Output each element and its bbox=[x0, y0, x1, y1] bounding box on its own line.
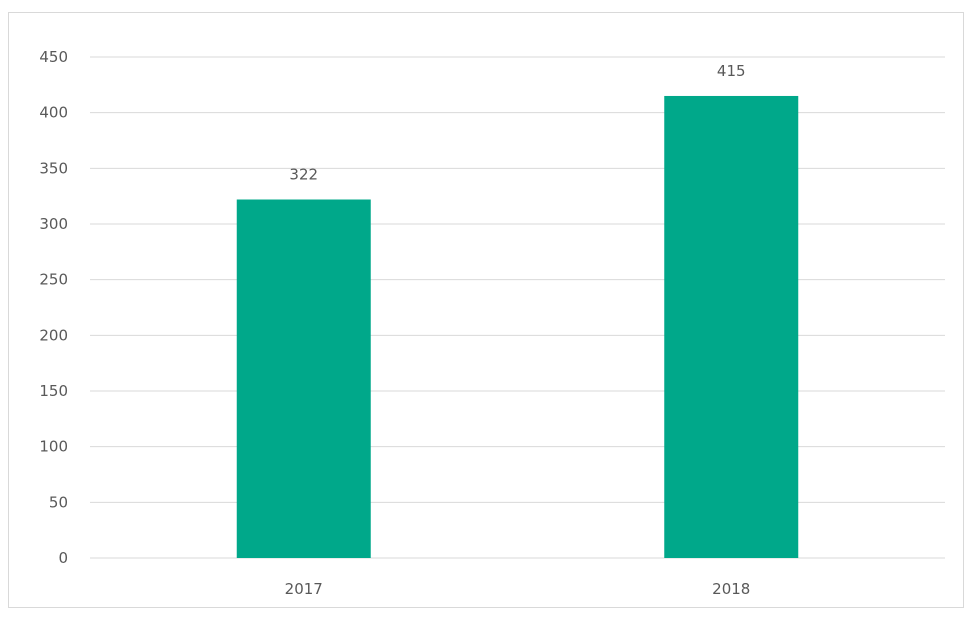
y-tick-label: 400 bbox=[39, 104, 68, 122]
data-label: 415 bbox=[717, 62, 746, 80]
y-tick-label: 100 bbox=[39, 438, 68, 456]
data-label: 322 bbox=[289, 166, 318, 184]
bar-2018 bbox=[664, 95, 799, 558]
chart-area bbox=[8, 12, 964, 608]
x-tick-label: 2017 bbox=[285, 580, 323, 598]
y-tick-label: 200 bbox=[39, 326, 68, 344]
y-tick-label: 150 bbox=[39, 382, 68, 400]
y-tick-label: 450 bbox=[39, 48, 68, 66]
bar-2017 bbox=[236, 199, 371, 559]
y-tick-label: 0 bbox=[58, 549, 68, 567]
y-tick-label: 350 bbox=[39, 159, 68, 177]
y-tick-label: 300 bbox=[39, 215, 68, 233]
x-tick-label: 2018 bbox=[712, 580, 750, 598]
y-tick-label: 250 bbox=[39, 271, 68, 289]
y-tick-label: 50 bbox=[49, 493, 68, 511]
